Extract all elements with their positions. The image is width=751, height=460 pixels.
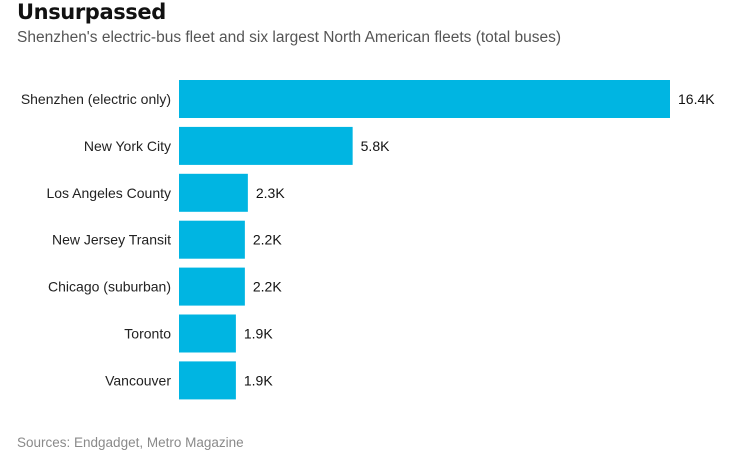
category-label-new-york-city: New York City [84, 138, 171, 154]
value-label-toronto: 1.9K [244, 326, 273, 342]
source-note: Sources: Endgadget, Metro Magazine [17, 435, 244, 450]
bar-los-angeles-county [179, 173, 248, 212]
value-label-los-angeles-county: 2.3K [256, 185, 285, 201]
bar-new-york-city [179, 126, 353, 165]
bar-chicago-suburban [179, 267, 245, 306]
category-label-toronto: Toronto [124, 326, 171, 342]
value-label-shenzhen-electric-only: 16.4K [678, 91, 715, 107]
bar-vancouver [179, 361, 236, 400]
bar-shenzhen-electric-only [179, 80, 670, 118]
category-label-chicago-suburban: Chicago (suburban) [48, 279, 171, 295]
chart-subtitle: Shenzhen's electric-bus fleet and six la… [17, 29, 561, 46]
category-label-shenzhen-electric-only: Shenzhen (electric only) [21, 91, 171, 107]
value-label-vancouver: 1.9K [244, 372, 273, 388]
category-label-new-jersey-transit: New Jersey Transit [52, 232, 171, 248]
value-label-chicago-suburban: 2.2K [253, 279, 282, 295]
value-label-new-jersey-transit: 2.2K [253, 232, 282, 248]
bar-chart: Shenzhen (electric only) 16.4K New York Ci… [21, 80, 715, 400]
bar-new-jersey-transit [179, 220, 245, 259]
value-label-new-york-city: 5.8K [361, 138, 390, 154]
bar-toronto [179, 314, 236, 353]
category-label-vancouver: Vancouver [105, 372, 171, 388]
chart-title: Unsurpassed [17, 0, 166, 24]
category-label-los-angeles-county: Los Angeles County [46, 185, 171, 201]
